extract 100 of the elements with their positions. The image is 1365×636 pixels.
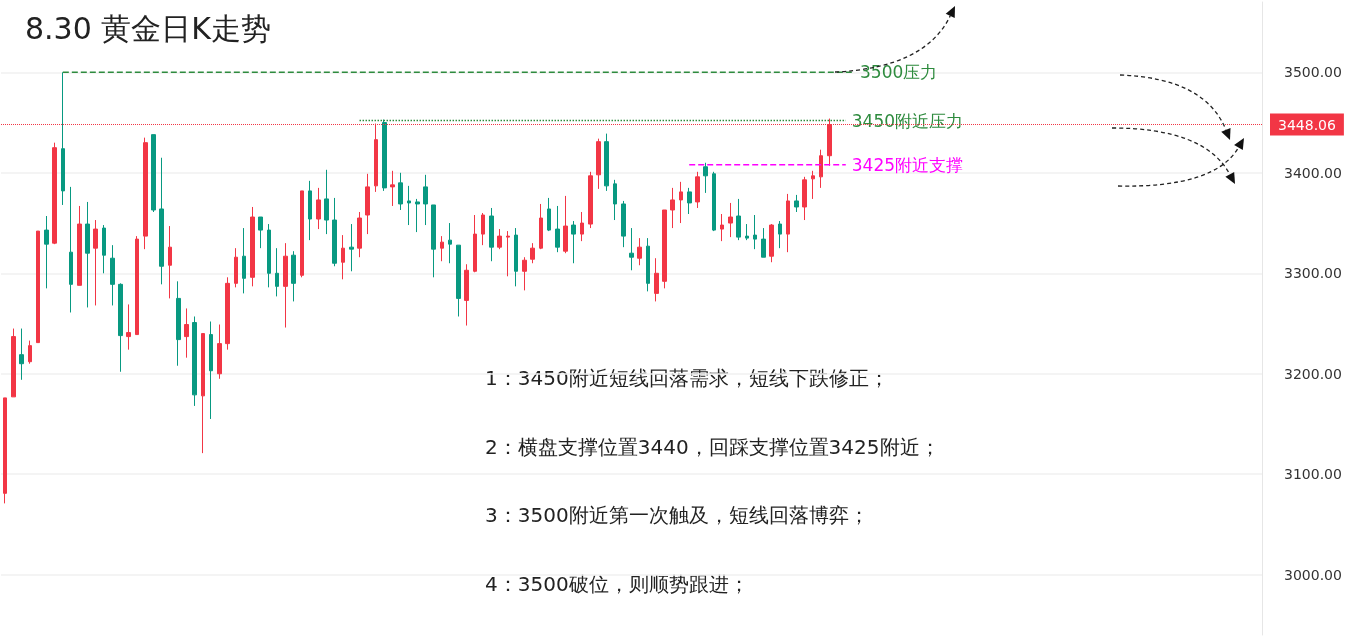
candlestick	[151, 134, 156, 213]
candlestick	[176, 280, 181, 367]
candlestick	[613, 179, 617, 221]
candlestick	[769, 223, 774, 263]
candlestick	[745, 223, 749, 241]
candlestick	[324, 169, 329, 235]
candlestick	[580, 211, 584, 242]
candlestick	[522, 256, 527, 291]
chart-title: 8.30 黄金日K走势	[25, 10, 272, 46]
candlestick	[201, 333, 205, 454]
candlestick	[225, 276, 230, 351]
candlestick	[629, 227, 634, 271]
candlestick	[530, 242, 535, 264]
candlestick	[506, 230, 510, 277]
candlestick	[365, 173, 370, 235]
candlestick	[654, 257, 659, 302]
y-tick-label: 3200.00	[1284, 365, 1342, 382]
candlestick	[159, 157, 164, 285]
annotation: 3：3500附近第一次触及，短线回落博弈；	[485, 503, 869, 527]
candlestick	[126, 303, 131, 351]
candlestick	[547, 197, 551, 232]
candlestick	[464, 263, 469, 327]
candlestick	[423, 174, 428, 226]
candlestick	[712, 171, 716, 232]
candlestick	[489, 207, 494, 262]
annotation: 4：3500破位，则顺势跟进；	[485, 571, 749, 596]
candlestick	[819, 149, 823, 189]
candlestick	[555, 205, 560, 253]
candlestick	[679, 181, 683, 224]
candlestick	[135, 235, 139, 336]
y-tick-label: 3100.00	[1284, 466, 1342, 483]
candlestick	[431, 204, 436, 278]
candlestick	[184, 307, 189, 359]
candlestick	[3, 397, 7, 504]
candlestick	[621, 200, 626, 248]
candlestick	[44, 215, 49, 289]
candlestick	[332, 197, 337, 267]
candlestick	[267, 223, 271, 288]
candlestick	[250, 206, 255, 287]
candlestick	[786, 193, 790, 253]
candlestick	[514, 227, 518, 287]
candlestick	[811, 170, 815, 200]
candlestick	[316, 187, 321, 230]
candlestick	[192, 315, 197, 407]
candlestick	[300, 190, 304, 278]
candlestick	[118, 282, 123, 373]
candlestick	[604, 133, 609, 192]
candlestick	[407, 185, 411, 226]
candlestick	[349, 223, 354, 272]
candlestick	[398, 172, 403, 211]
candlestick	[588, 171, 593, 229]
candlestick	[728, 202, 733, 238]
candlestick	[563, 195, 568, 254]
candlestick	[19, 328, 24, 381]
candlestick	[28, 340, 32, 365]
candlestick	[637, 237, 642, 266]
candlestick	[539, 203, 543, 250]
candlestick	[77, 205, 82, 286]
candlestick	[703, 162, 708, 194]
candlestick	[36, 230, 40, 344]
candlestick	[481, 212, 485, 246]
candlestick	[275, 247, 279, 297]
candlestick	[596, 138, 601, 190]
y-tick-label: 3000.00	[1284, 566, 1342, 583]
candlestick	[456, 244, 461, 317]
candlestick	[69, 186, 73, 313]
candlestick	[258, 216, 263, 249]
candlestick	[85, 201, 90, 308]
candlestick	[61, 71, 65, 206]
candlestick	[802, 176, 807, 221]
candlestick	[736, 198, 741, 241]
candlestick	[753, 214, 757, 250]
candlestick	[291, 250, 296, 302]
candlestick	[778, 220, 782, 249]
candlestick	[382, 119, 387, 192]
candlestick	[415, 198, 420, 233]
candlestick	[440, 235, 444, 262]
candlestick	[761, 227, 766, 258]
series-label: 3450附近压力	[851, 110, 964, 131]
series-label: 3500压力	[860, 62, 938, 83]
candlestick	[143, 137, 148, 250]
candlestick	[571, 220, 576, 264]
candlestick	[283, 242, 288, 329]
series-label: 3425附近支撑	[851, 154, 964, 175]
candlestick	[390, 170, 395, 207]
candlestick	[234, 247, 238, 288]
candlestick	[357, 211, 362, 258]
candlestick	[720, 213, 724, 242]
annotation: 2：横盘支撑位置3440，回踩支撑位置3425附近；	[485, 434, 940, 459]
annotation: 1：3450附近短线回落需求，短线下跌修正；	[485, 366, 889, 390]
candlestick	[497, 228, 502, 250]
y-tick-label: 3500.00	[1284, 64, 1342, 81]
candlestick	[794, 194, 799, 213]
y-tick-label: 3300.00	[1284, 265, 1342, 282]
candlestick	[52, 142, 57, 245]
candlestick	[11, 328, 16, 398]
candlestick	[473, 214, 477, 273]
y-tick-label: 3400.00	[1284, 164, 1342, 181]
candlestick	[646, 237, 650, 292]
candlestick	[209, 321, 213, 420]
